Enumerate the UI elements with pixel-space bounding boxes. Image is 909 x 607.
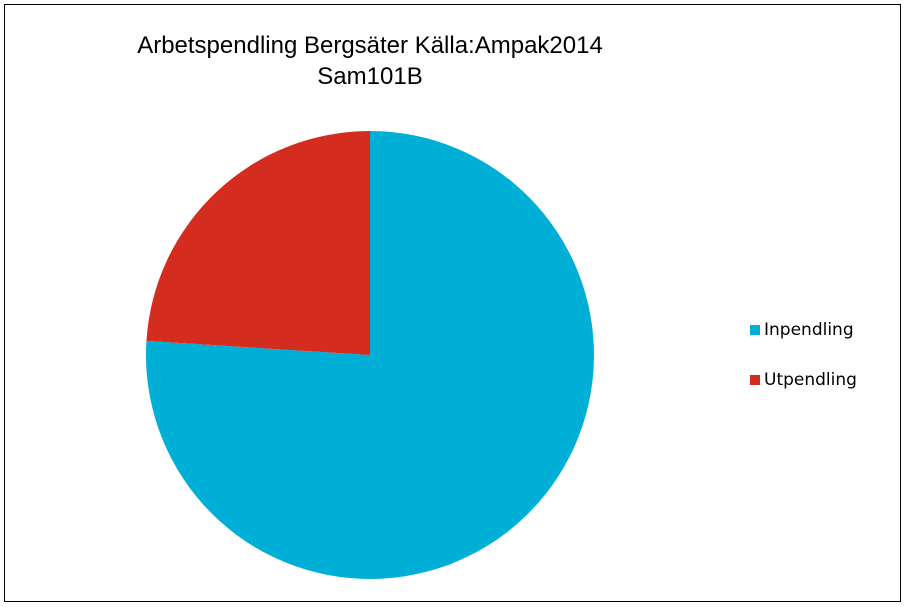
pie-slice — [146, 131, 595, 579]
pie-slice — [146, 131, 370, 355]
legend-swatch — [750, 375, 760, 385]
legend-swatch — [750, 325, 760, 335]
legend-label: Utpendling — [764, 370, 857, 390]
chart-title: Arbetspendling Bergsäter Källa:Ampak2014… — [137, 32, 603, 90]
legend-label: Inpendling — [764, 320, 854, 340]
chart-border — [4, 4, 901, 602]
